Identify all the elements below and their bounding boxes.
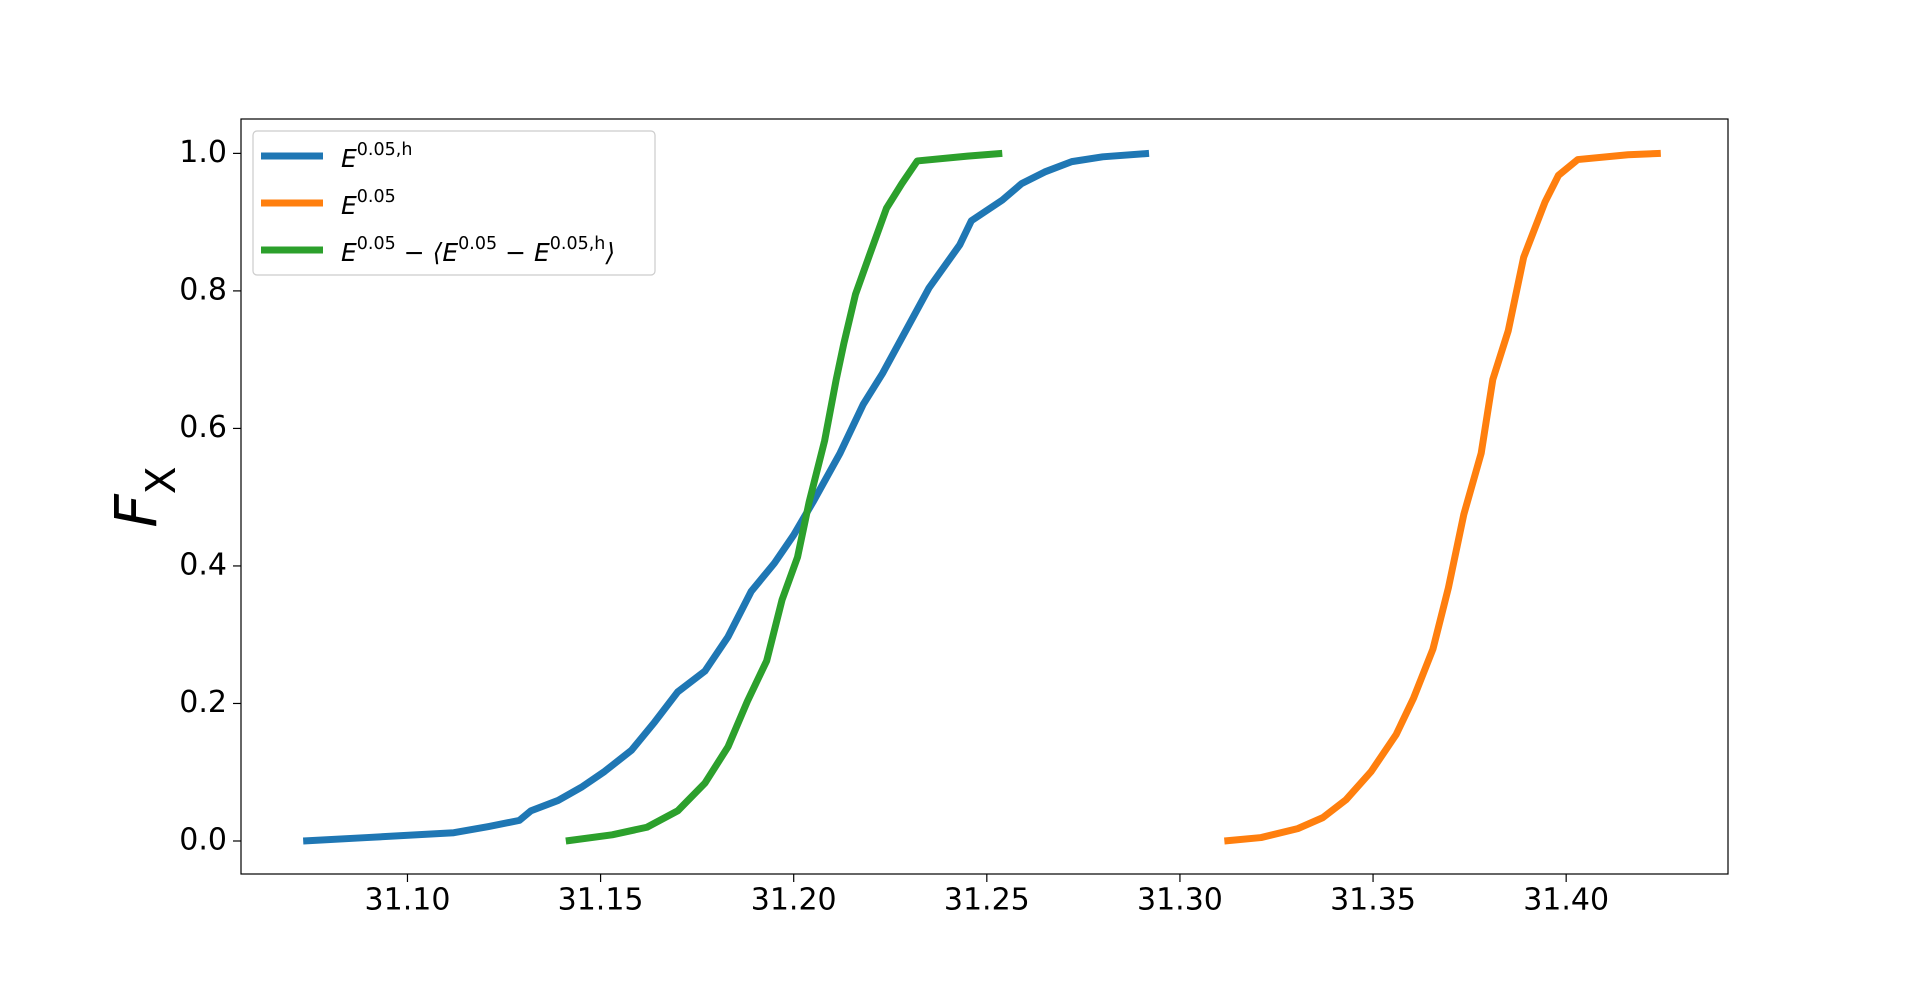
x-tick-label: 31.35	[1330, 883, 1416, 918]
y-tick-label: 0.2	[179, 685, 227, 720]
x-tick-label: 31.10	[365, 883, 451, 918]
x-tick-label: 31.40	[1523, 883, 1609, 918]
series-line	[1224, 149, 1661, 845]
legend: E0.05,h E0.05 E0.05 − ⟨E0.05 − E0.05,h⟩	[252, 130, 656, 276]
y-tick-label: 0.8	[179, 272, 227, 307]
y-axis-label: FX	[102, 466, 185, 527]
legend-box	[252, 130, 656, 276]
series-line	[565, 149, 1003, 845]
y-tick-label: 0.6	[179, 410, 227, 445]
x-tick-label: 31.30	[1137, 883, 1223, 918]
y-tick-label: 0.4	[179, 547, 227, 582]
x-tick-label: 31.20	[751, 883, 837, 918]
x-tick-label: 31.15	[558, 883, 644, 918]
legend-label: E0.05	[341, 187, 396, 220]
y-tick-label: 0.0	[179, 822, 227, 857]
y-tick-label: 1.0	[179, 135, 227, 170]
legend-label: E0.05 − ⟨E0.05 − E0.05,h⟩	[341, 234, 615, 267]
legend-label: E0.05,h	[341, 140, 412, 173]
x-tick-label: 31.25	[944, 883, 1030, 918]
series-line	[302, 149, 1150, 845]
plot-frame	[240, 118, 1729, 875]
